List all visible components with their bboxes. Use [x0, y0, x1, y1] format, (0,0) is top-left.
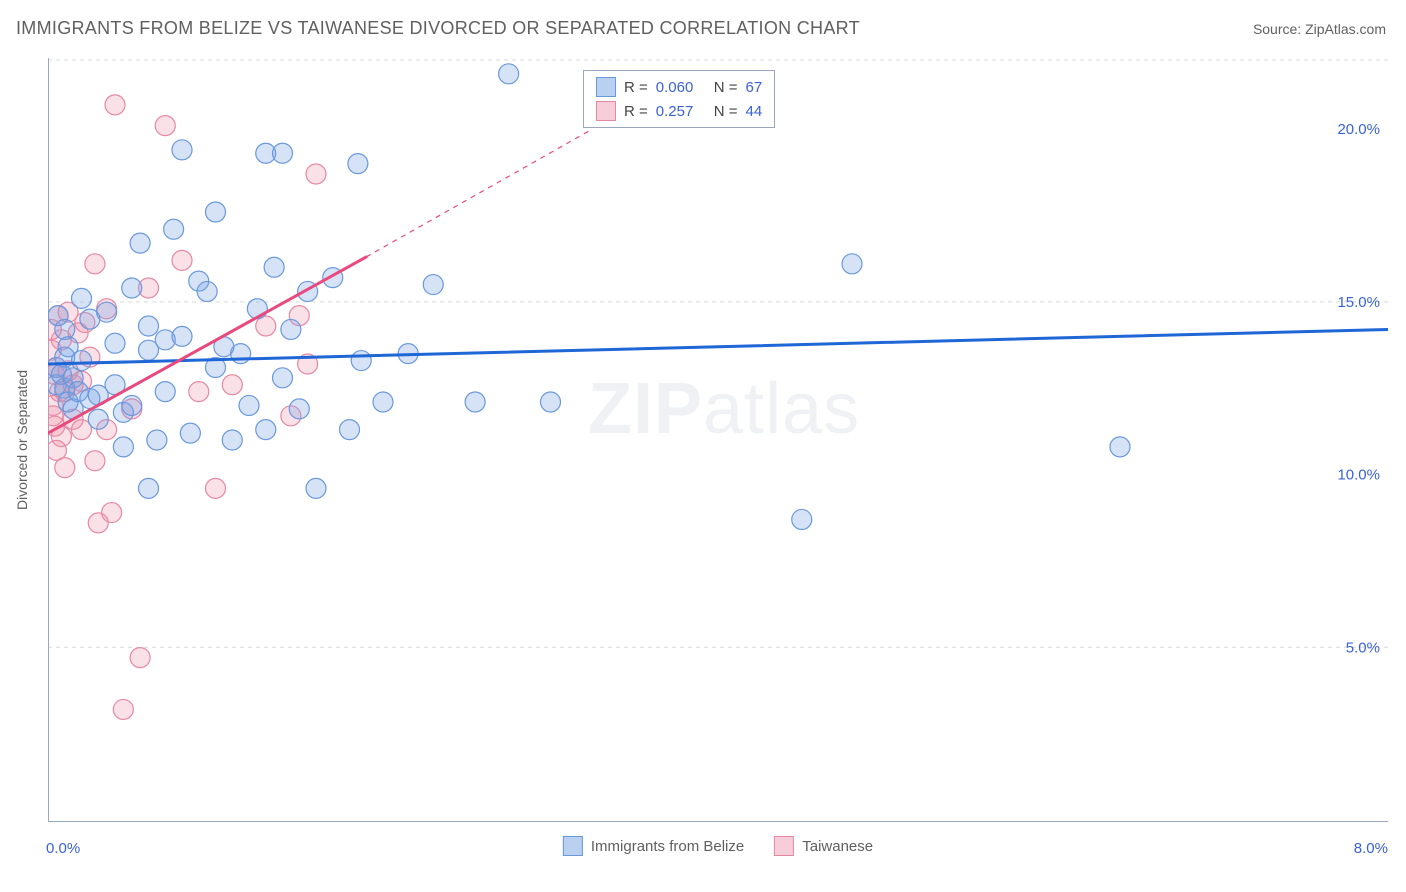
svg-text:10.0%: 10.0%	[1337, 467, 1380, 484]
x-axis-min-label: 0.0%	[46, 840, 80, 857]
legend-swatch	[774, 836, 794, 856]
svg-text:5.0%: 5.0%	[1346, 639, 1380, 656]
series-legend: Immigrants from Belize Taiwanese	[563, 836, 873, 856]
y-axis-label: Divorced or Separated	[14, 370, 30, 510]
legend-label: Taiwanese	[802, 838, 873, 855]
legend-item-taiwanese: Taiwanese	[774, 836, 873, 856]
scatter-chart: 5.0% 10.0% 15.0% 20.0%	[48, 58, 1388, 822]
legend-item-belize: Immigrants from Belize	[563, 836, 744, 856]
legend-swatch-taiwanese	[596, 101, 616, 121]
chart-container: Divorced or Separated 5.0%10.0%15.0%20.0…	[48, 58, 1388, 822]
svg-text:15.0%: 15.0%	[1337, 294, 1380, 311]
legend-swatch	[563, 836, 583, 856]
legend-label: Immigrants from Belize	[591, 838, 744, 855]
source-attribution: Source: ZipAtlas.com	[1253, 21, 1386, 37]
legend-swatch-belize	[596, 77, 616, 97]
chart-title: IMMIGRANTS FROM BELIZE VS TAIWANESE DIVO…	[16, 18, 860, 39]
stats-legend: R =0.060N =67R =0.257N =44	[583, 70, 775, 128]
svg-text:20.0%: 20.0%	[1337, 121, 1380, 138]
x-axis-max-label: 8.0%	[1354, 840, 1388, 857]
